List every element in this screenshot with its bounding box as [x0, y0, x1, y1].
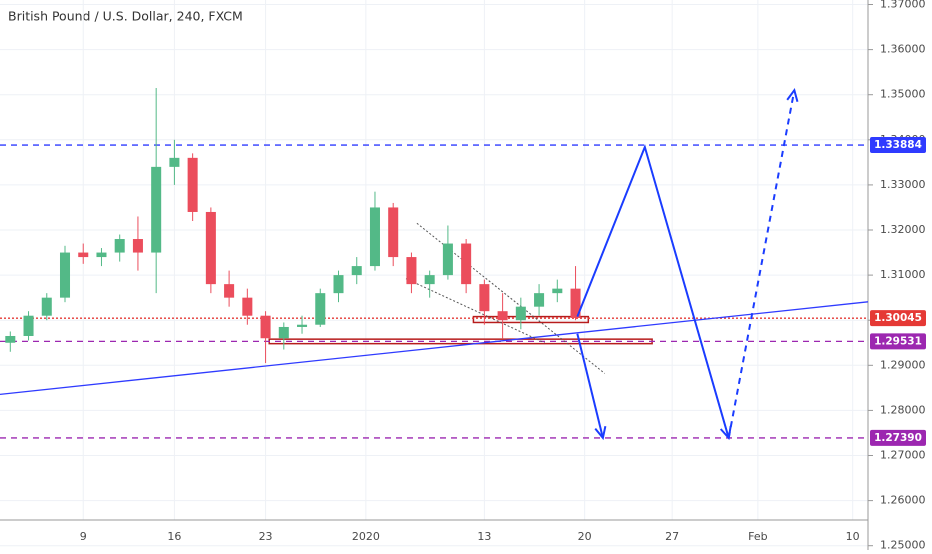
level-label: 1.30045 — [874, 312, 922, 324]
candle-body — [479, 284, 490, 312]
arrow — [576, 333, 604, 439]
y-tick-label: 1.36000 — [880, 43, 926, 56]
candle-body — [242, 297, 253, 316]
x-tick-label: 23 — [259, 530, 273, 543]
candle-body — [461, 243, 472, 285]
candle-body — [41, 297, 52, 316]
candle-body — [96, 252, 107, 258]
x-tick-label: 16 — [167, 530, 181, 543]
x-tick-label: 13 — [477, 530, 491, 543]
candle-body — [114, 239, 125, 253]
candle-body — [442, 243, 453, 276]
level-label-box — [870, 310, 926, 327]
level-label-box — [870, 137, 926, 154]
x-tick-label: 20 — [578, 530, 592, 543]
y-tick-label: 1.32000 — [880, 223, 926, 236]
candle-body — [351, 266, 362, 276]
candle-body — [278, 326, 289, 339]
chart-title: British Pound / U.S. Dollar, 240, FXCM — [8, 9, 243, 24]
level-label-box — [870, 429, 926, 446]
channel-line — [405, 278, 545, 344]
y-tick-label: 1.25000 — [880, 539, 926, 550]
x-tick-label: 9 — [80, 530, 87, 543]
zone — [472, 315, 590, 324]
level-label: 1.29531 — [874, 335, 922, 347]
candle-body — [169, 157, 180, 167]
candle-body — [570, 288, 581, 318]
arrow-head — [594, 425, 607, 441]
trendline — [0, 301, 869, 395]
x-tick-label: 27 — [665, 530, 679, 543]
candle-body — [260, 315, 271, 339]
y-tick-label: 1.26000 — [880, 494, 926, 507]
level-label-box — [870, 333, 926, 350]
y-tick-label: 1.37000 — [880, 0, 926, 11]
arrow — [727, 90, 796, 439]
candle-body — [333, 275, 344, 294]
candle-body — [369, 207, 380, 267]
candle-body — [78, 252, 89, 258]
level-label: 1.27390 — [874, 432, 922, 444]
arrow — [576, 143, 730, 439]
level-label: 1.33884 — [874, 139, 922, 151]
y-tick-label: 1.33000 — [880, 178, 926, 191]
candle-body — [534, 293, 545, 307]
candle-body — [515, 306, 526, 321]
candle-body — [205, 211, 216, 285]
candle-body — [552, 288, 563, 294]
y-tick-label: 1.27000 — [880, 449, 926, 462]
y-tick-label: 1.31000 — [880, 268, 926, 281]
y-tick-label: 1.35000 — [880, 88, 926, 101]
candle-body — [406, 257, 417, 285]
candle-body — [224, 284, 235, 298]
candle-body — [424, 275, 435, 285]
candle-body — [23, 315, 34, 336]
candle-body — [497, 311, 508, 321]
x-tick-label: 10 — [846, 530, 860, 543]
candle-body — [187, 157, 198, 212]
x-tick-label: 2020 — [352, 530, 380, 543]
candle-body — [151, 166, 162, 253]
y-tick-label: 1.29000 — [880, 358, 926, 371]
x-tick-label: Feb — [748, 530, 767, 543]
candle-body — [388, 207, 399, 258]
candle-body — [297, 324, 308, 327]
candle-body — [59, 252, 71, 298]
plot — [0, 0, 868, 547]
candle-body — [5, 335, 16, 343]
arrow-head — [786, 87, 799, 103]
candle-body — [132, 239, 143, 253]
y-tick-label: 1.28000 — [880, 403, 926, 416]
candle-body — [315, 293, 326, 325]
